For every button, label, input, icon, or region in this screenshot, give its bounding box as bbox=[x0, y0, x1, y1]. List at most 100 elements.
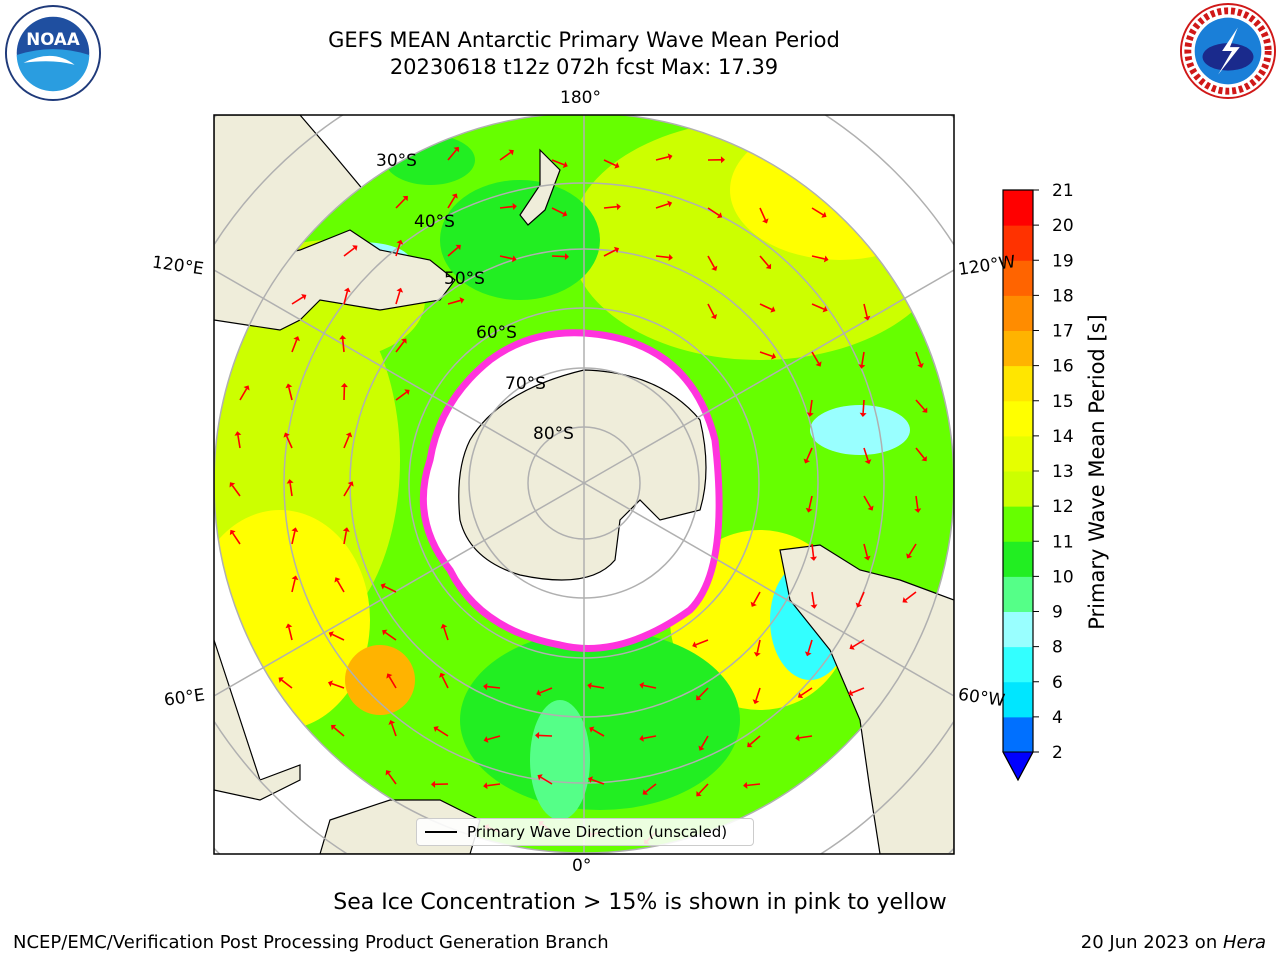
direction-arrow bbox=[538, 734, 553, 737]
direction-arrow bbox=[395, 341, 405, 353]
direction-arrow-head bbox=[795, 734, 800, 742]
direction-arrow bbox=[387, 772, 397, 785]
direction-arrow bbox=[487, 735, 501, 741]
colorbar-under-extension bbox=[1002, 751, 1034, 782]
colorbar-segment bbox=[1003, 611, 1033, 648]
colorbar-tick-label: 19 bbox=[1052, 251, 1074, 271]
colorbar-title: Primary Wave Mean Period [s] bbox=[1085, 314, 1109, 630]
direction-arrow bbox=[343, 531, 348, 545]
antarctica bbox=[458, 369, 707, 581]
colorbar-tick-label: 18 bbox=[1052, 286, 1074, 306]
direction-arrow bbox=[291, 339, 298, 353]
direction-arrow-head bbox=[667, 153, 673, 161]
direction-arrow bbox=[915, 399, 926, 411]
direction-arrow bbox=[809, 399, 813, 413]
direction-arrow bbox=[288, 387, 293, 401]
direction-arrow bbox=[499, 205, 514, 209]
direction-arrow-head bbox=[806, 412, 814, 417]
direction-arrow-head bbox=[914, 508, 922, 513]
direction-arrow bbox=[289, 483, 293, 497]
direction-arrow bbox=[753, 591, 761, 604]
direction-arrow bbox=[861, 351, 865, 365]
direction-arrow-head bbox=[291, 575, 299, 581]
direction-arrow-head bbox=[459, 297, 465, 304]
colorbar-tick-label: 11 bbox=[1052, 532, 1074, 552]
direction-arrow-head bbox=[720, 156, 725, 164]
direction-arrow bbox=[759, 255, 770, 267]
lat-label-70s: 70°S bbox=[505, 374, 546, 394]
direction-arrow-head bbox=[762, 218, 769, 224]
direction-arrow bbox=[540, 776, 553, 785]
direction-arrow bbox=[811, 351, 820, 364]
direction-arrow bbox=[655, 156, 669, 161]
direction-arrow-head bbox=[229, 482, 236, 488]
direction-arrow-head bbox=[863, 555, 871, 561]
direction-arrow bbox=[862, 399, 865, 414]
direction-arrow-head bbox=[613, 246, 620, 254]
direction-arrow bbox=[756, 639, 761, 653]
wave-period-field bbox=[214, 115, 954, 853]
direction-arrow-head bbox=[537, 774, 543, 781]
direction-arrow bbox=[281, 679, 293, 689]
colorbar-tick-label: 8 bbox=[1052, 638, 1063, 658]
direction-arrow bbox=[707, 303, 715, 316]
direction-arrow-head bbox=[508, 149, 514, 156]
direction-arrow bbox=[499, 151, 512, 161]
direction-arrow-head bbox=[339, 335, 347, 340]
direction-arrow-head bbox=[483, 736, 489, 743]
direction-arrow-head bbox=[692, 641, 698, 648]
direction-arrow-head bbox=[285, 383, 293, 389]
direction-arrow bbox=[343, 484, 352, 497]
colorbar-tick-label: 6 bbox=[1052, 673, 1063, 693]
direction-arrow bbox=[291, 579, 296, 593]
direction-arrow-head bbox=[810, 556, 817, 561]
colorbar-tick-label: 21 bbox=[1052, 181, 1074, 201]
direction-arrow bbox=[551, 159, 565, 166]
colorbar-tick-label: 9 bbox=[1052, 603, 1063, 623]
direction-arrow bbox=[447, 196, 456, 209]
colorbar-segment bbox=[1003, 681, 1033, 718]
noaa-logo: NOAA bbox=[4, 4, 102, 102]
direction-arrow-head bbox=[243, 385, 250, 391]
direction-arrow bbox=[808, 495, 813, 509]
colorbar-tick-label: 16 bbox=[1052, 357, 1074, 377]
direction-arrow-head bbox=[301, 294, 307, 301]
direction-arrow-head bbox=[668, 253, 673, 261]
direction-arrow-head bbox=[402, 195, 408, 202]
direction-arrow bbox=[499, 255, 513, 260]
direction-arrow bbox=[539, 687, 553, 694]
direction-arrow-head bbox=[511, 255, 517, 263]
direction-arrow bbox=[441, 675, 449, 689]
footer-date-text: 20 Jun 2023 on bbox=[1080, 932, 1223, 953]
direction-arrow-head bbox=[696, 791, 702, 797]
direction-arrow-head bbox=[382, 629, 388, 636]
direction-arrow bbox=[655, 203, 669, 209]
direction-arrow-head bbox=[696, 694, 702, 701]
lon-label-0: 0° bbox=[572, 856, 592, 876]
direction-arrow bbox=[395, 391, 407, 401]
direction-arrow bbox=[915, 447, 925, 459]
colorbar-segment bbox=[1003, 506, 1033, 542]
direction-arrow bbox=[395, 243, 401, 257]
direction-arrow bbox=[388, 676, 397, 689]
direction-arrow-head bbox=[396, 239, 404, 245]
direction-arrow-head bbox=[750, 601, 757, 607]
direction-arrow bbox=[755, 687, 761, 701]
colorbar-segment bbox=[1003, 471, 1033, 507]
direction-arrow-head bbox=[855, 602, 863, 608]
direction-arrow bbox=[698, 687, 709, 698]
footer-host: Hera bbox=[1222, 932, 1266, 953]
direction-arrow bbox=[436, 728, 449, 737]
direction-arrow bbox=[343, 291, 349, 305]
direction-arrow bbox=[811, 303, 825, 310]
colorbar-segment bbox=[1003, 295, 1033, 331]
direction-arrow bbox=[811, 207, 824, 216]
direction-arrow-head bbox=[805, 507, 813, 513]
legend-line-sample bbox=[425, 831, 457, 833]
colorbar-tick-label: 10 bbox=[1052, 567, 1074, 587]
direction-arrow-head bbox=[849, 643, 855, 650]
direction-arrow-head bbox=[401, 338, 407, 344]
direction-arrow-head bbox=[328, 631, 334, 638]
direction-arrow-head bbox=[562, 210, 568, 217]
colorbar-segment bbox=[1003, 260, 1033, 296]
